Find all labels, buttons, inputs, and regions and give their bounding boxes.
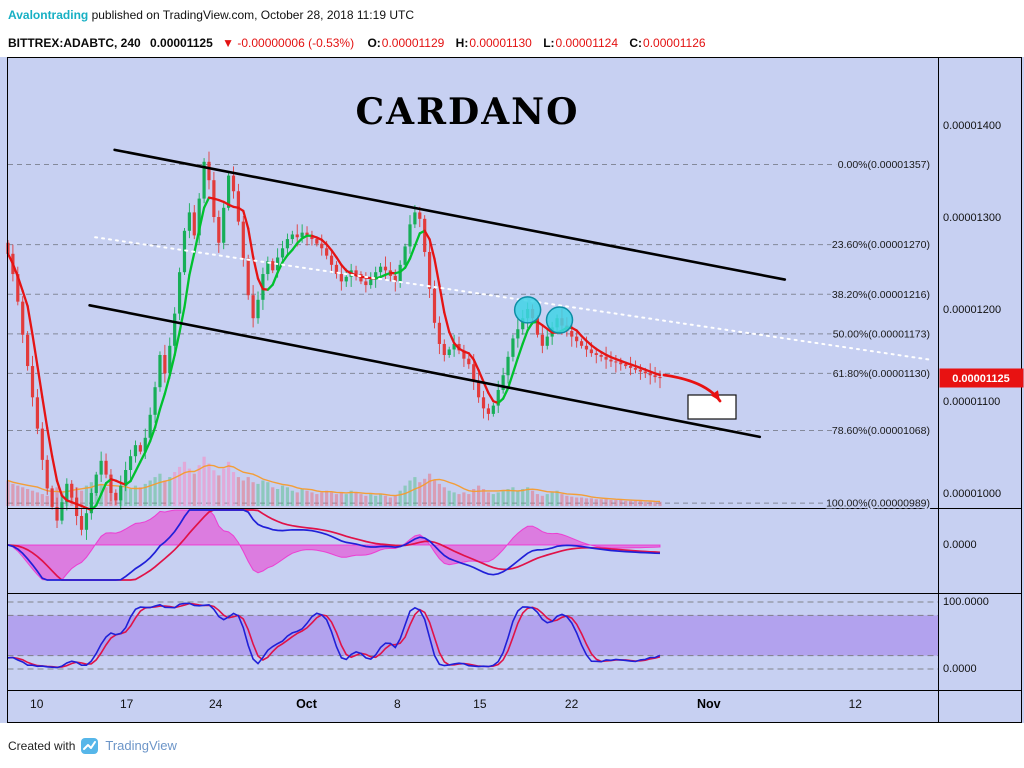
fib-label: 50.00%(0.00001173) xyxy=(833,328,930,340)
open-label: O: xyxy=(367,36,381,50)
fib-label: 61.80%(0.00001130) xyxy=(833,368,930,380)
fib-label: 0.00%(0.00001357) xyxy=(838,159,930,171)
trend-channel xyxy=(88,148,931,439)
time-axis-label: 22 xyxy=(565,697,579,711)
fib-label: 78.60%(0.00001068) xyxy=(832,425,930,437)
price-change: ▼ -0.00000006 (-0.53%) xyxy=(222,36,354,50)
fib-label: 23.60%(0.00001270) xyxy=(832,239,930,251)
attribution-bar: Avalontrading published on TradingView.c… xyxy=(0,0,1024,30)
fib-labels: 0.00%(0.00001357) 23.60%(0.00001270) 38.20… xyxy=(824,157,932,512)
svg-text:100.0000: 100.0000 xyxy=(943,596,989,608)
projection-annotation xyxy=(662,373,737,420)
svg-text:0.00001300: 0.00001300 xyxy=(943,212,1001,224)
created-with-label: Created with xyxy=(8,738,76,753)
tradingview-logo-icon[interactable] xyxy=(81,737,99,755)
stochastic-indicator xyxy=(7,602,661,669)
low-label: L: xyxy=(543,36,555,50)
chart-canvas[interactable]: 0.00001400 0.00001300 0.00001200 0.00001100… xyxy=(0,57,1024,723)
time-axis-label: 15 xyxy=(473,697,487,711)
symbol-info-bar: BITTREX:ADABTC, 240 0.00001125 ▼ -0.0000… xyxy=(0,30,1024,57)
time-axis-label: Nov xyxy=(697,697,721,711)
highlight-circles xyxy=(513,296,574,334)
last-price: 0.00001125 xyxy=(150,36,213,50)
high-value: 0.00001130 xyxy=(469,36,532,50)
symbol-name[interactable]: BITTREX:ADABTC, 240 xyxy=(8,36,141,50)
chart-area: 0.00001400 0.00001300 0.00001200 0.00001100… xyxy=(0,57,1024,723)
open-value: 0.00001129 xyxy=(381,36,445,50)
last-price-tag xyxy=(939,368,1024,388)
tradingview-link[interactable]: TradingView xyxy=(105,738,177,753)
macd-indicator xyxy=(7,509,661,581)
high-label: H: xyxy=(455,36,469,50)
attribution-text: published on TradingView.com, October 28… xyxy=(88,8,414,22)
time-axis-label: 12 xyxy=(849,697,863,711)
svg-text:0.00001125: 0.00001125 xyxy=(952,373,1010,385)
time-axis-label: Oct xyxy=(296,697,318,711)
svg-text:0.00001200: 0.00001200 xyxy=(943,304,1001,316)
svg-text:0.0000: 0.0000 xyxy=(943,663,977,675)
footer: Created with TradingView xyxy=(0,723,1024,768)
time-axis-label: 17 xyxy=(120,697,134,711)
price-scale[interactable]: 0.00001400 0.00001300 0.00001200 0.00001100… xyxy=(939,120,1024,675)
down-triangle-icon: ▼ xyxy=(222,36,235,50)
candlestick-series xyxy=(6,151,662,540)
time-axis[interactable]: 10 17 24 Oct 8 15 22 Nov 12 xyxy=(30,697,862,711)
svg-text:0.0000: 0.0000 xyxy=(943,539,977,551)
chart-background xyxy=(0,57,1024,723)
time-axis-label: 24 xyxy=(209,697,223,711)
low-value: 0.00001124 xyxy=(555,36,619,50)
volume-bars xyxy=(6,456,662,506)
close-label: C: xyxy=(629,36,643,50)
fib-label: 100.00%(0.00000989) xyxy=(826,498,930,510)
svg-text:0.00001400: 0.00001400 xyxy=(943,120,1001,132)
chart-frame xyxy=(7,57,1022,723)
stochastic-band xyxy=(7,601,938,670)
fib-label: 38.20%(0.00001216) xyxy=(832,289,930,301)
change-value: -0.00000006 (-0.53%) xyxy=(237,36,355,50)
time-axis-label: 10 xyxy=(30,697,44,711)
svg-text:0.00001000: 0.00001000 xyxy=(943,488,1001,500)
svg-text:0.00001100: 0.00001100 xyxy=(943,396,1000,408)
time-axis-label: 8 xyxy=(394,697,401,711)
close-value: 0.00001126 xyxy=(643,36,706,50)
fib-retracement-lines xyxy=(8,164,935,504)
author-link[interactable]: Avalontrading xyxy=(8,8,89,22)
